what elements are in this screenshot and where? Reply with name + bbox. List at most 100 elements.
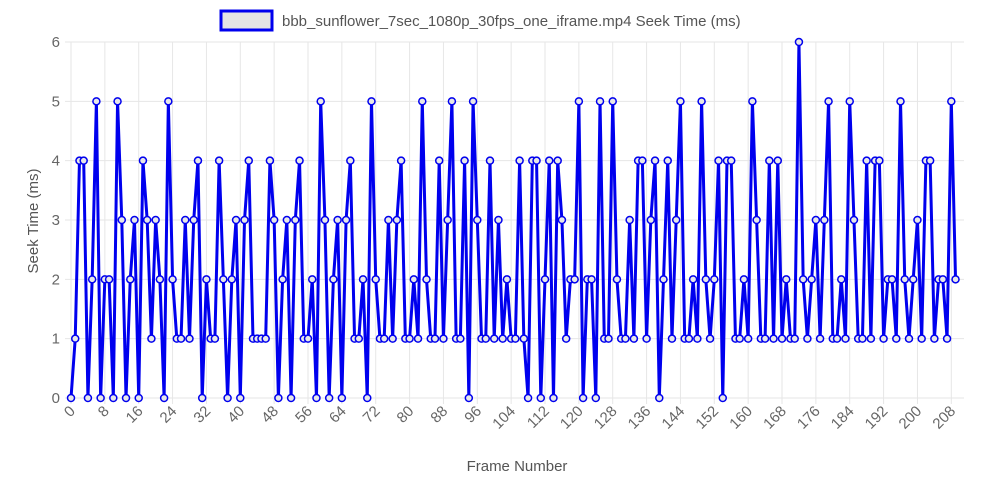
data-point[interactable] xyxy=(430,334,440,343)
data-point[interactable] xyxy=(464,393,474,403)
data-point[interactable] xyxy=(862,156,871,165)
data-point[interactable] xyxy=(92,97,101,106)
data-point[interactable] xyxy=(481,334,491,343)
data-point[interactable] xyxy=(781,275,791,284)
data-point[interactable] xyxy=(104,275,114,284)
data-point[interactable] xyxy=(87,275,97,284)
data-point[interactable] xyxy=(858,334,867,343)
data-point[interactable] xyxy=(549,393,558,403)
data-point[interactable] xyxy=(134,393,143,403)
data-point[interactable] xyxy=(532,156,541,165)
data-point[interactable] xyxy=(337,393,347,403)
data-point[interactable] xyxy=(316,97,325,106)
data-point[interactable] xyxy=(837,275,846,284)
data-point[interactable] xyxy=(223,393,232,403)
data-point[interactable] xyxy=(591,393,601,403)
data-point[interactable] xyxy=(743,334,753,343)
data-point[interactable] xyxy=(193,156,203,165)
data-point[interactable] xyxy=(460,156,469,165)
data-point[interactable] xyxy=(790,334,799,343)
data-point[interactable] xyxy=(947,97,956,106)
data-point[interactable] xyxy=(794,37,804,47)
data-point[interactable] xyxy=(760,334,770,343)
data-point[interactable] xyxy=(202,275,211,284)
data-point[interactable] xyxy=(765,156,774,165)
data-point[interactable] xyxy=(587,275,596,284)
data-point[interactable] xyxy=(468,97,478,106)
data-point[interactable] xyxy=(752,215,761,225)
data-point[interactable] xyxy=(341,215,351,225)
data-point[interactable] xyxy=(875,156,884,165)
data-point[interactable] xyxy=(536,393,546,403)
data-point[interactable] xyxy=(185,334,194,343)
data-point[interactable] xyxy=(473,215,482,225)
data-point[interactable] xyxy=(659,275,668,284)
data-point[interactable] xyxy=(324,393,334,403)
data-point[interactable] xyxy=(164,97,173,106)
data-point[interactable] xyxy=(773,156,783,165)
data-point[interactable] xyxy=(646,215,656,225)
data-point[interactable] xyxy=(913,215,922,225)
data-point[interactable] xyxy=(358,275,368,284)
data-point[interactable] xyxy=(667,334,677,343)
data-point[interactable] xyxy=(363,393,372,403)
data-point[interactable] xyxy=(726,156,736,165)
data-point[interactable] xyxy=(900,275,909,284)
data-point[interactable] xyxy=(181,215,190,225)
data-point[interactable] xyxy=(807,275,816,284)
data-point[interactable] xyxy=(439,334,448,343)
data-point[interactable] xyxy=(83,393,93,403)
data-point[interactable] xyxy=(176,334,186,343)
data-point[interactable] xyxy=(307,275,317,284)
data-point[interactable] xyxy=(540,275,550,284)
data-point[interactable] xyxy=(604,334,613,343)
data-point[interactable] xyxy=(269,215,279,225)
data-point[interactable] xyxy=(892,334,901,343)
data-point[interactable] xyxy=(777,334,787,343)
data-point[interactable] xyxy=(261,334,270,343)
data-point[interactable] xyxy=(303,334,313,343)
data-point[interactable] xyxy=(333,215,342,225)
data-point[interactable] xyxy=(117,215,127,225)
data-point[interactable] xyxy=(515,156,524,165)
data-point[interactable] xyxy=(79,156,88,165)
data-point[interactable] xyxy=(168,275,177,284)
data-point[interactable] xyxy=(142,215,152,225)
data-point[interactable] xyxy=(718,393,728,403)
data-point[interactable] xyxy=(147,334,156,343)
data-point[interactable] xyxy=(130,215,139,225)
data-point[interactable] xyxy=(70,334,80,343)
data-point[interactable] xyxy=(820,215,829,225)
data-point[interactable] xyxy=(485,156,495,165)
data-point[interactable] xyxy=(409,275,419,284)
data-point[interactable] xyxy=(739,275,749,284)
data-point[interactable] xyxy=(418,97,427,106)
data-point[interactable] xyxy=(676,97,685,106)
data-point[interactable] xyxy=(595,97,605,106)
data-point[interactable] xyxy=(434,156,444,165)
data-point[interactable] xyxy=(824,97,833,106)
data-point[interactable] xyxy=(523,393,533,403)
data-point[interactable] xyxy=(638,156,647,165)
data-point[interactable] xyxy=(210,334,220,343)
data-point[interactable] xyxy=(274,393,283,403)
data-point[interactable] xyxy=(951,275,960,284)
legend[interactable]: bbb_sunflower_7sec_1080p_30fps_one_ifram… xyxy=(219,9,741,32)
data-point[interactable] xyxy=(113,97,122,106)
data-point[interactable] xyxy=(845,97,854,106)
data-point[interactable] xyxy=(710,275,719,284)
data-point[interactable] xyxy=(930,334,939,343)
data-point[interactable] xyxy=(671,215,681,225)
data-point[interactable] xyxy=(291,215,300,225)
data-point[interactable] xyxy=(155,275,165,284)
data-point[interactable] xyxy=(887,275,897,284)
legend-label[interactable]: bbb_sunflower_7sec_1080p_30fps_one_ifram… xyxy=(282,13,741,30)
data-point[interactable] xyxy=(197,393,207,403)
data-point[interactable] xyxy=(413,334,423,343)
data-point[interactable] xyxy=(265,156,275,165)
data-point[interactable] xyxy=(625,215,634,225)
data-point[interactable] xyxy=(371,275,380,284)
data-point[interactable] xyxy=(121,393,131,403)
data-point[interactable] xyxy=(278,275,287,284)
data-point[interactable] xyxy=(66,393,76,403)
